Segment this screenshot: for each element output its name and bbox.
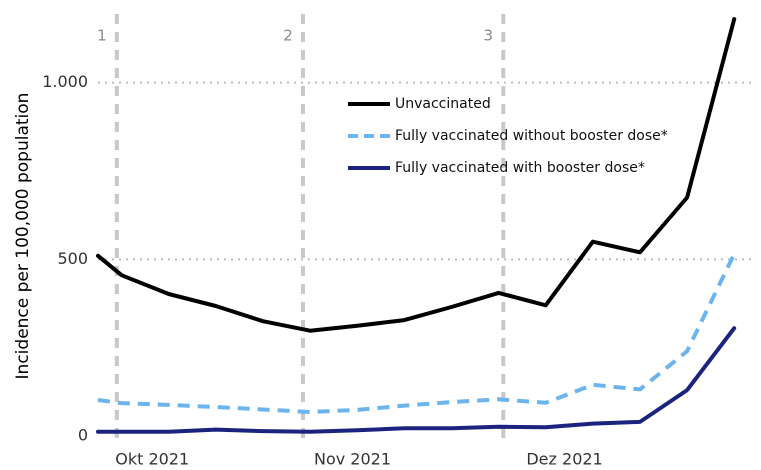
legend-label: Fully vaccinated with booster dose*: [395, 160, 645, 176]
grid-layer: [98, 81, 756, 261]
event-marker-label: 2: [283, 27, 293, 45]
event-marker-label: 1: [97, 27, 107, 45]
axis-layer: 0 500 1.000 Okt 2021 Nov 2021 Dez 2021: [42, 72, 603, 468]
legend-label: Fully vaccinated without booster dose*: [395, 128, 668, 144]
y-tick-label: 1.000: [42, 72, 88, 91]
y-tick-label: 0: [78, 426, 88, 445]
marker-layer: 1 2 3: [97, 14, 506, 444]
series-line: [97, 253, 736, 414]
series-layer: [96, 17, 737, 434]
legend: Unvaccinated Fully vaccinated without boo…: [348, 96, 668, 176]
y-tick-label: 500: [57, 249, 88, 268]
x-tick-label: Okt 2021: [115, 450, 189, 469]
series-line: [96, 17, 737, 333]
event-marker-label: 3: [484, 27, 494, 45]
x-tick-label: Nov 2021: [314, 450, 391, 469]
x-tick-label: Dez 2021: [526, 450, 602, 469]
y-axis-label: Incidence per 100,000 population: [13, 93, 33, 380]
legend-label: Unvaccinated: [395, 96, 491, 112]
series-line: [96, 326, 737, 434]
